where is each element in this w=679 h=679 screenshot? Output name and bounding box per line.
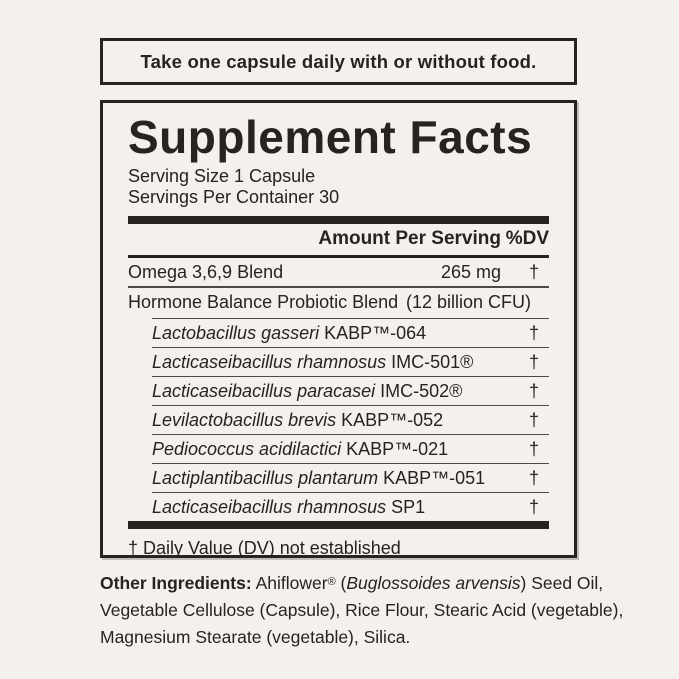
row-divider-indented <box>152 375 549 378</box>
table-row-strain: Lactobacillus gasseri KABP™-064 † <box>128 319 549 347</box>
strain-latin-name: Pediococcus acidilactici <box>152 438 342 459</box>
row-divider-indented <box>152 491 549 494</box>
other-ingredients-line-1: Other Ingredients: Ahiflower® (Buglossoi… <box>100 569 603 597</box>
strain-dv: † <box>528 409 539 430</box>
strain-dv: † <box>528 438 539 459</box>
other-ingredients-latin-name: Buglossoides arvensis <box>346 573 521 593</box>
strain-code: IMC-502® <box>380 380 463 401</box>
ingredient-name: Hormone Balance Probiotic Blend <box>128 292 399 313</box>
strain-dv: † <box>528 380 539 401</box>
ingredient-name: Omega 3,6,9 Blend <box>128 261 284 282</box>
ingredient-amount: 265 mg <box>440 261 501 282</box>
table-row-strain: Pediococcus acidilactici KABP™-021 † <box>128 435 549 463</box>
table-row-strain: Lactiplantibacillus plantarum KABP™-051 … <box>128 464 549 492</box>
strain-latin-name: Lacticaseibacillus rhamnosus <box>152 496 387 517</box>
other-ingredients-line-2: Vegetable Cellulose (Capsule), Rice Flou… <box>100 600 624 620</box>
strain-code: SP1 <box>391 496 426 517</box>
percent-dv-header: %DV <box>505 228 549 250</box>
amount-per-serving-header: Amount Per Serving <box>318 228 501 250</box>
header-rule <box>128 255 549 259</box>
supplement-facts-panel: Supplement Facts Serving Size 1 Capsule … <box>100 100 577 558</box>
other-ingredients-line-3: Magnesium Stearate (vegetable), Silica. <box>100 627 411 647</box>
table-row-omega-blend: Omega 3,6,9 Blend 265 mg † <box>128 258 549 286</box>
strain-code: KABP™-051 <box>383 467 486 488</box>
strain-code: KABP™-064 <box>324 322 427 343</box>
directions-box: Take one capsule daily with or without f… <box>100 38 577 85</box>
ingredient-dv: † <box>528 261 539 282</box>
other-ingredients-text: ) Seed Oil, <box>520 573 604 593</box>
ingredient-amount: (12 billion CFU) <box>405 292 531 313</box>
strain-dv: † <box>528 496 539 517</box>
row-divider-indented <box>152 462 549 465</box>
strain-latin-name: Lacticaseibacillus rhamnosus <box>152 351 387 372</box>
panel-title: Supplement Facts <box>128 111 533 163</box>
row-divider-indented <box>152 404 549 407</box>
row-divider-indented <box>152 346 549 349</box>
strain-code: IMC-501® <box>391 351 474 372</box>
strain-code: KABP™-021 <box>346 438 449 459</box>
strain-name: Lacticaseibacillus paracasei IMC-502® <box>152 381 501 402</box>
thick-divider-bottom <box>128 520 549 529</box>
servings-per-container: Servings Per Container 30 <box>128 187 340 208</box>
strain-name: Lactobacillus gasseri KABP™-064 <box>152 323 501 344</box>
table-header-row: Amount Per Serving %DV <box>128 224 549 255</box>
strain-name: Pediococcus acidilactici KABP™-021 <box>152 439 501 460</box>
row-divider-indented <box>152 433 549 436</box>
strain-dv: † <box>528 467 539 488</box>
other-ingredients-text: ( <box>335 573 347 593</box>
table-row-strain: Lacticaseibacillus rhamnosus IMC-501® † <box>128 348 549 376</box>
table-row-strain: Lacticaseibacillus paracasei IMC-502® † <box>128 377 549 405</box>
strain-latin-name: Lactiplantibacillus plantarum <box>152 467 379 488</box>
strain-name: Lacticaseibacillus rhamnosus IMC-501® <box>152 352 501 373</box>
thick-divider-top <box>128 216 549 225</box>
directions-text: Take one capsule daily with or without f… <box>140 50 537 72</box>
strain-name: Lacticaseibacillus rhamnosus SP1 <box>152 497 501 518</box>
serving-size: Serving Size 1 Capsule <box>128 166 316 187</box>
row-divider-indented <box>152 317 549 320</box>
other-ingredients: Other Ingredients: Ahiflower® (Buglossoi… <box>100 569 624 651</box>
row-divider <box>128 286 549 288</box>
dv-footnote: † Daily Value (DV) not established <box>128 537 401 558</box>
other-ingredients-label: Other Ingredients: <box>100 573 252 593</box>
strain-latin-name: Levilactobacillus brevis <box>152 409 337 430</box>
strain-dv: † <box>528 322 539 343</box>
registered-mark: ® <box>327 576 336 588</box>
strain-latin-name: Lactobacillus gasseri <box>152 322 320 343</box>
strain-name: Lactiplantibacillus plantarum KABP™-051 <box>152 468 501 489</box>
strain-latin-name: Lacticaseibacillus paracasei <box>152 380 376 401</box>
other-ingredients-text: Ahiflower <box>251 573 328 593</box>
table-row-probiotic-blend: Hormone Balance Probiotic Blend (12 bill… <box>128 288 549 318</box>
strain-code: KABP™-052 <box>341 409 444 430</box>
table-row-strain: Lacticaseibacillus rhamnosus SP1 † <box>128 493 549 521</box>
strain-dv: † <box>528 351 539 372</box>
strain-name: Levilactobacillus brevis KABP™-052 <box>152 410 501 431</box>
table-row-strain: Levilactobacillus brevis KABP™-052 † <box>128 406 549 434</box>
